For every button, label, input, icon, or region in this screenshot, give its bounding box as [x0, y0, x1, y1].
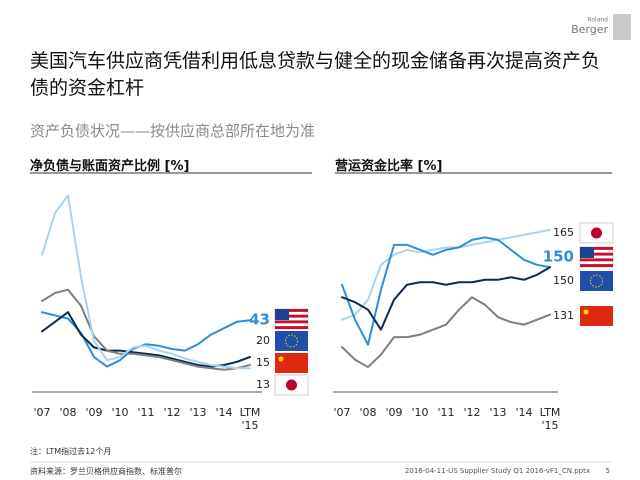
end-value-label: 43 [249, 311, 270, 329]
x-tick-label: '10 [111, 406, 129, 419]
end-value-label: 165 [553, 226, 574, 239]
logo-bottom: Berger [571, 23, 608, 36]
x-tick-label: '11 [437, 406, 455, 419]
flag-jp [274, 374, 309, 396]
end-value-label: 15 [256, 356, 270, 369]
x-tick-label: '08 [59, 406, 77, 419]
flag-cn [275, 353, 308, 373]
x-tick-label: '14 [215, 406, 233, 419]
slide-subtitle: 资产负债状况——按供应商总部所在地为准 [30, 122, 316, 140]
footnote: 注：LTM指过去12个月 [30, 447, 112, 456]
flag-eu [580, 271, 613, 291]
flag-cn [580, 306, 613, 326]
chart-title: 净负债与账面资产比例 [%] [30, 159, 190, 174]
end-value-label: 20 [256, 334, 270, 347]
x-tick-label: '10 [411, 406, 429, 419]
series-line [41, 311, 251, 368]
x-tick-label: LTM '15 [539, 406, 561, 432]
chart-title: 营运资金比率 [%] [335, 159, 443, 174]
x-tick-label: LTM '15 [239, 406, 261, 432]
x-tick-label: '13 [189, 406, 207, 419]
x-tick-label: '12 [163, 406, 181, 419]
series-line [41, 194, 251, 370]
x-tick-label: '12 [463, 406, 481, 419]
end-value-label: 150 [553, 274, 574, 287]
x-tick-label: '11 [137, 406, 155, 419]
page-number: 5 [606, 467, 610, 475]
series-line [41, 288, 251, 371]
flag-jp [579, 222, 614, 244]
end-value-label: 13 [256, 378, 270, 391]
source: 资料来源：罗兰贝格供应商指数、标准普尔 [30, 467, 182, 476]
x-tick-label: '09 [385, 406, 403, 419]
slide-title: 美国汽车供应商凭借利用低息贷款与健全的现金储备再次提高资产负债的资金杠杆 [30, 50, 601, 99]
flag-us [274, 308, 309, 330]
flag-us [579, 246, 614, 268]
series-line [341, 296, 551, 369]
flag-eu [275, 331, 308, 351]
logo-top: Roland [587, 17, 608, 24]
x-tick-label: '07 [333, 406, 351, 419]
x-tick-label: '07 [33, 406, 51, 419]
series-line [341, 266, 551, 331]
series-line [341, 228, 551, 321]
x-tick-label: '08 [359, 406, 377, 419]
series-line [341, 236, 551, 346]
end-value-label: 150 [543, 248, 574, 266]
end-value-label: 131 [553, 309, 574, 322]
logo-mark [613, 14, 631, 40]
x-tick-label: '13 [489, 406, 507, 419]
footer-file: 2016-04-11-US Supplier Study Q1 2016-vF1… [405, 467, 590, 475]
x-tick-label: '09 [85, 406, 103, 419]
x-tick-label: '14 [515, 406, 533, 419]
